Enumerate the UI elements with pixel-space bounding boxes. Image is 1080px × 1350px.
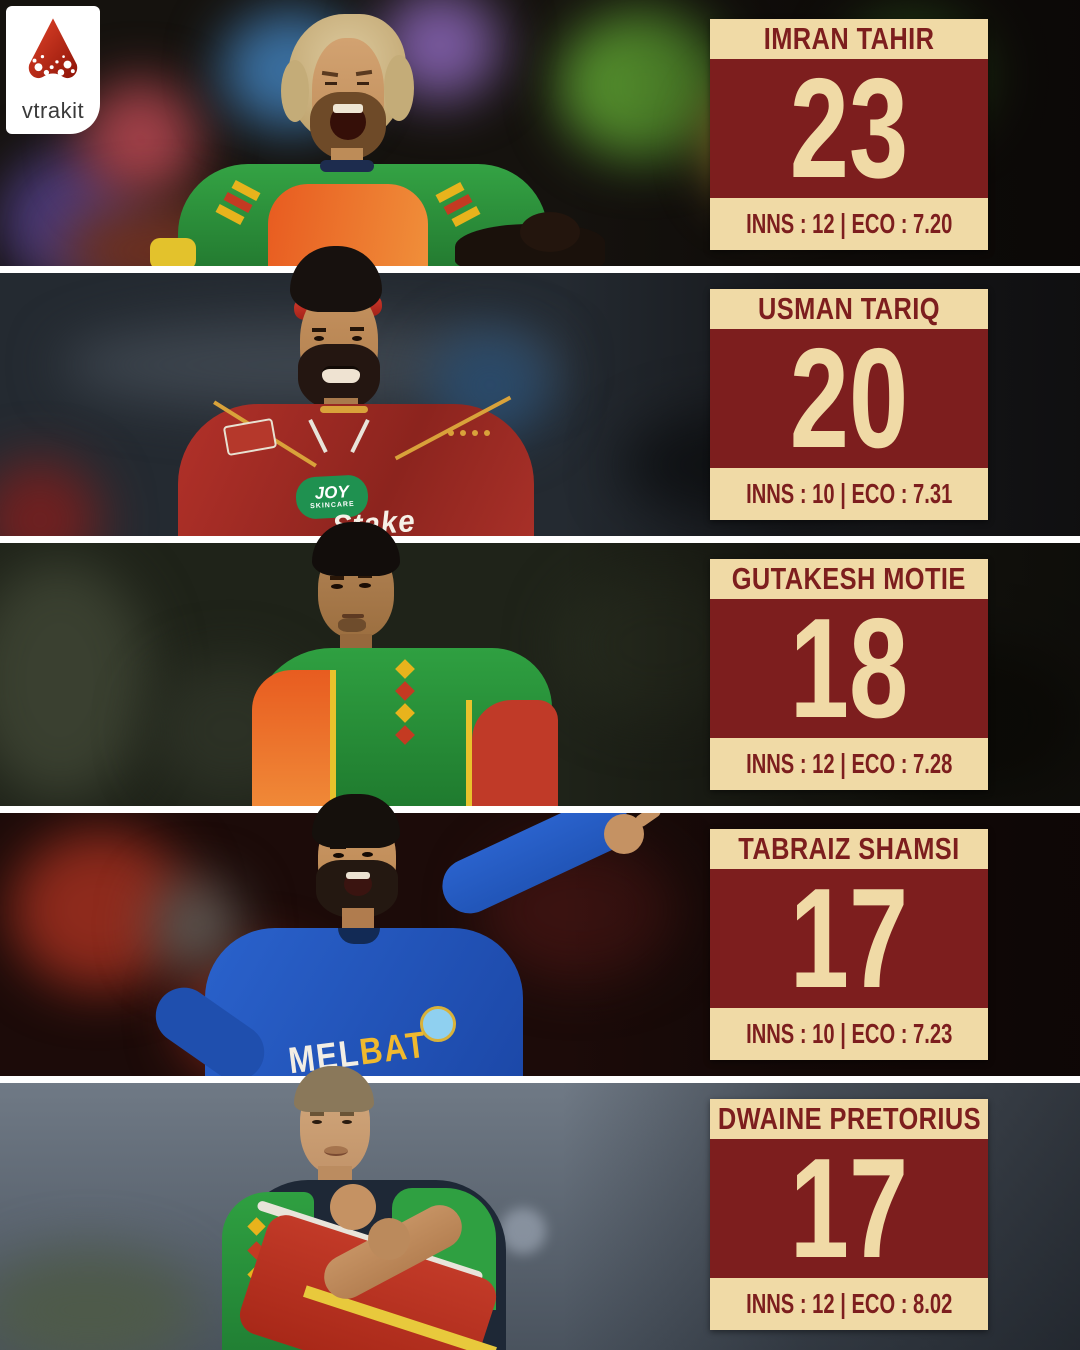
stat-line: INNS : 12 | ECO : 8.02 [745,1288,953,1319]
vtrakit-logo-text: vtrakit [21,98,85,123]
vtrakit-logo-icon [28,18,78,79]
eye [314,336,324,341]
jersey-stars [448,430,454,436]
melbat-bat: BAT [357,1023,430,1073]
jersey-trim [466,700,472,810]
eyebrow [340,1112,354,1116]
hair-usman-tariq [290,246,382,312]
stat-line: INNS : 12 | ECO : 7.28 [745,748,953,779]
player-name-band: TABRAIZ SHAMSI [710,829,988,869]
row-separator [0,266,1080,273]
player-name: USMAN TARIQ [758,291,940,326]
player-name-band: USMAN TARIQ [710,289,988,329]
sleeve-cuff [150,238,196,270]
stat-card: IMRAN TAHIR 23 INNS : 12 | ECO : 7.20 [710,19,988,250]
jersey-orange-panel [252,670,330,810]
player-name: DWAINE PRETORIUS [717,1101,981,1136]
stat-card: USMAN TARIQ 20 INNS : 10 | ECO : 7.31 [710,289,988,520]
player-name: IMRAN TAHIR [763,21,935,56]
collar [338,928,380,944]
stat-line: INNS : 12 | ECO : 7.20 [745,208,953,239]
eyebrow [330,576,344,580]
stat-card: DWAINE PRETORIUS 17 INNS : 12 | ECO : 8.… [710,1099,988,1330]
wickets-band: 17 [710,1139,988,1278]
eyebrow [312,328,326,332]
wickets-band: 17 [710,869,988,1008]
eyebrow [310,1112,324,1116]
wickets-band: 20 [710,329,988,468]
eyebrow [358,574,372,578]
player-name: TABRAIZ SHAMSI [738,831,960,866]
stats-band: INNS : 10 | ECO : 7.23 [710,1008,988,1060]
player-name: GUTAKESH MOTIE [731,561,967,596]
goatee [338,618,366,632]
row-dwaine-pretorius: DWAINE PRETORIUS 17 INNS : 12 | ECO : 8.… [0,1080,1080,1350]
mouth [342,614,364,618]
stats-band: INNS : 10 | ECO : 7.31 [710,468,988,520]
stat-line: INNS : 10 | ECO : 7.23 [745,1018,953,1049]
collar [320,160,374,172]
joy-text: JOY [314,481,350,503]
hair-tabraiz-shamsi [312,794,400,848]
hair-gutakesh-motie [312,522,400,576]
eyebrow [350,327,364,331]
player-photo-gutakesh-motie [0,540,1080,810]
stat-card: GUTAKESH MOTIE 18 INNS : 12 | ECO : 7.28 [710,559,988,790]
wickets-value: 20 [789,329,909,468]
jersey-red-sleeve [472,700,558,810]
eye [331,584,343,589]
row-separator [0,536,1080,543]
wickets-band: 23 [710,59,988,198]
hair-curl-right [384,55,414,121]
teeth [346,872,370,879]
player-name-band: GUTAKESH MOTIE [710,559,988,599]
eye [362,852,373,857]
smile-teeth [322,366,360,383]
row-separator [0,806,1080,813]
eye [352,336,362,341]
vtrakit-logo-card: vtrakit [6,6,100,134]
glove [520,212,580,252]
row-tabraiz-shamsi: MELBAT TABRAIZ SHAMSI 17 INNS : 10 | ECO… [0,810,1080,1080]
wickets-value: 17 [789,869,909,1008]
wickets-band: 18 [710,599,988,738]
wickets-value: 17 [789,1139,909,1278]
stat-card: TABRAIZ SHAMSI 17 INNS : 10 | ECO : 7.23 [710,829,988,1060]
row-separator [0,1076,1080,1083]
stats-band: INNS : 12 | ECO : 7.20 [710,198,988,250]
hair-curl-left [281,60,309,122]
player-photo-imran-tahir [0,0,1080,270]
row-gutakesh-motie: GUTAKESH MOTIE 18 INNS : 12 | ECO : 7.28 [0,540,1080,810]
fist [368,1218,410,1260]
stat-line: INNS : 10 | ECO : 7.31 [745,478,953,509]
wickets-value: 18 [789,599,909,738]
teeth [333,104,363,113]
eye [325,82,337,85]
player-name-band: DWAINE PRETORIUS [710,1099,988,1139]
player-name-band: IMRAN TAHIR [710,19,988,59]
eye [359,583,371,588]
eye [333,853,344,858]
mouth [324,1146,348,1156]
eye [312,1120,322,1124]
row-imran-tahir: IMRAN TAHIR 23 INNS : 12 | ECO : 7.20 [0,0,1080,270]
collar-trim [320,406,368,413]
stats-band: INNS : 12 | ECO : 7.28 [710,738,988,790]
wickets-value: 23 [789,59,909,198]
fist [330,1184,376,1230]
stats-band: INNS : 12 | ECO : 8.02 [710,1278,988,1330]
eye [357,82,369,85]
team-crest [420,1006,456,1042]
row-usman-tariq: JOY SKINCARE Stake USMAN TARIQ 20 INNS :… [0,270,1080,540]
jersey-trim [330,670,336,810]
eye [342,1120,352,1124]
